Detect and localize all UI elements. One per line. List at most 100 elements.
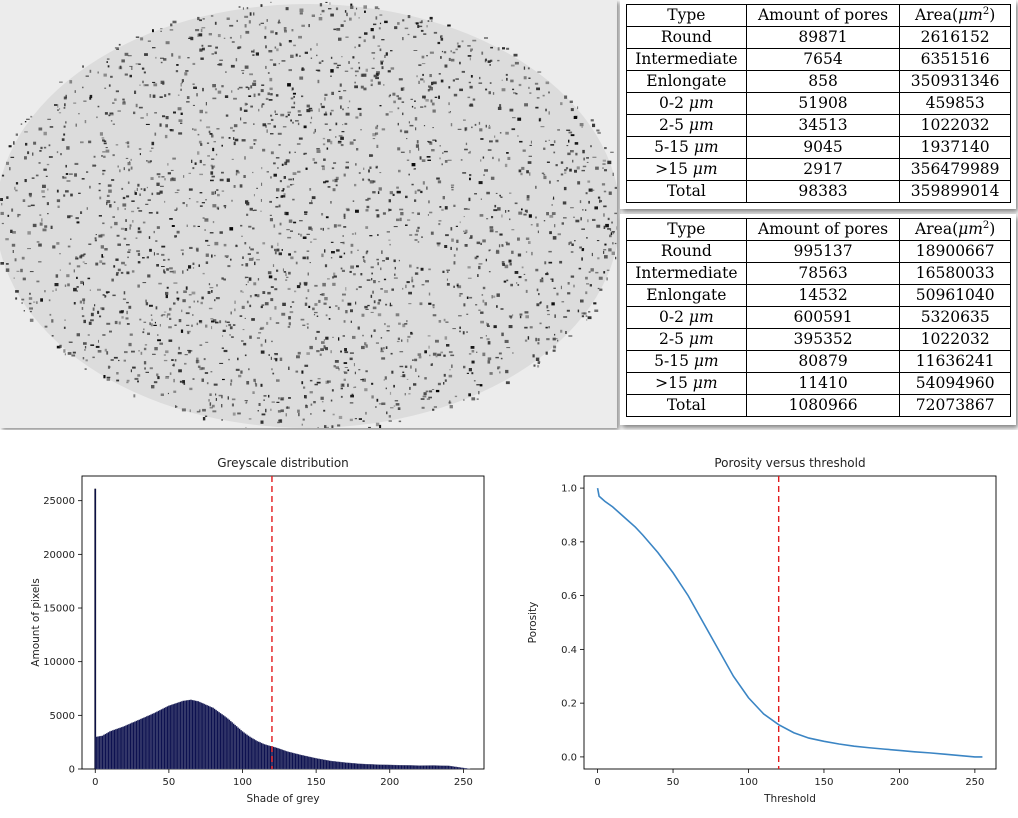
pore-speck — [159, 342, 163, 345]
pore-speck — [487, 357, 492, 361]
pore-speck — [331, 91, 334, 95]
pore-speck — [137, 230, 142, 234]
pore-speck — [230, 382, 232, 386]
pore-speck — [42, 228, 47, 232]
pore-speck — [160, 61, 163, 64]
pore-speck — [278, 19, 280, 23]
pore-speck — [482, 299, 485, 303]
pore-speck — [371, 52, 376, 54]
pore-speck — [39, 214, 42, 216]
pore-speck — [243, 175, 246, 178]
pore-speck — [216, 189, 219, 191]
pore-speck — [406, 159, 410, 161]
pore-speck — [358, 44, 361, 47]
histogram-bar — [366, 764, 369, 770]
pore-speck — [545, 81, 550, 85]
header-amount: Amount of pores — [745, 4, 901, 27]
pore-speck — [46, 202, 49, 206]
y-tick-label: 0 — [69, 765, 75, 776]
pore-speck — [184, 354, 188, 356]
pore-speck — [214, 88, 217, 91]
histogram-bar — [268, 745, 270, 770]
pore-speck — [84, 368, 87, 370]
pore-speck — [226, 321, 230, 323]
x-tick-label: 100 — [233, 777, 252, 788]
pore-speck — [353, 273, 356, 276]
histogram-bar — [340, 761, 343, 770]
pore-speck — [41, 190, 45, 193]
pore-speck — [361, 345, 365, 350]
pore-speck — [288, 178, 292, 181]
pore-speck — [277, 242, 279, 247]
pore-speck — [502, 47, 505, 50]
pore-speck — [535, 268, 539, 272]
pore-speck — [568, 242, 570, 246]
pore-speck — [412, 285, 415, 288]
pore-speck — [563, 186, 567, 191]
pore-speck — [364, 388, 368, 392]
pore-speck — [101, 155, 103, 157]
pore-speck — [213, 141, 216, 143]
histogram-bar — [126, 724, 129, 770]
pore-speck — [437, 41, 441, 45]
pore-speck — [581, 228, 585, 230]
histogram-bar — [262, 743, 264, 770]
pore-speck — [418, 64, 422, 66]
pore-speck — [560, 329, 563, 333]
histogram-bar — [247, 735, 250, 770]
pore-speck — [161, 245, 166, 248]
histogram-bar — [279, 749, 282, 770]
pore-speck — [202, 87, 204, 92]
pore-speck — [342, 108, 344, 111]
pore-speck — [490, 176, 495, 180]
pore-speck — [197, 133, 200, 136]
pore-speck — [165, 291, 169, 295]
pore-speck — [97, 71, 99, 74]
pore-speck — [489, 64, 491, 66]
pore-speck — [398, 420, 402, 423]
pore-speck — [76, 265, 81, 268]
pore-speck — [354, 386, 357, 388]
pore-speck — [406, 338, 409, 343]
pore-speck — [585, 315, 588, 317]
pore-speck — [536, 87, 540, 91]
pore-speck — [125, 317, 129, 320]
pore-speck — [572, 159, 574, 163]
pore-speck — [376, 71, 380, 75]
pore-speck — [460, 159, 463, 161]
pore-speck — [244, 156, 246, 160]
pore-speck — [296, 285, 301, 289]
pore-speck — [225, 114, 229, 117]
pore-speck — [505, 369, 509, 374]
pore-speck — [354, 81, 356, 84]
pore-speck — [432, 408, 435, 411]
pore-speck — [44, 325, 48, 328]
pore-speck — [163, 269, 165, 273]
histogram-bar — [190, 699, 192, 770]
histogram-bar — [284, 750, 287, 770]
pore-speck — [269, 317, 272, 321]
pore-speck — [180, 83, 182, 87]
pore-speck — [421, 284, 425, 286]
pore-speck — [76, 221, 80, 224]
pore-speck — [321, 60, 324, 62]
pore-speck — [448, 374, 453, 378]
histogram-bar — [123, 725, 126, 770]
pore-speck — [183, 382, 186, 385]
pore-speck — [256, 251, 259, 254]
pore-speck — [380, 267, 382, 271]
pore-speck — [112, 123, 115, 125]
pore-speck — [308, 305, 311, 308]
pore-speck — [341, 131, 345, 133]
pore-speck — [388, 208, 392, 211]
pore-speck — [265, 45, 267, 49]
pore-speck — [151, 141, 155, 146]
pore-speck — [301, 381, 304, 385]
pore-speck — [143, 188, 146, 192]
pore-speck — [429, 51, 434, 54]
pore-speck — [124, 264, 127, 266]
header-area: Area(μm2) — [899, 4, 1011, 27]
pore-speck — [285, 115, 288, 118]
pore-speck — [119, 310, 124, 314]
x-tick-label: 200 — [890, 777, 909, 788]
